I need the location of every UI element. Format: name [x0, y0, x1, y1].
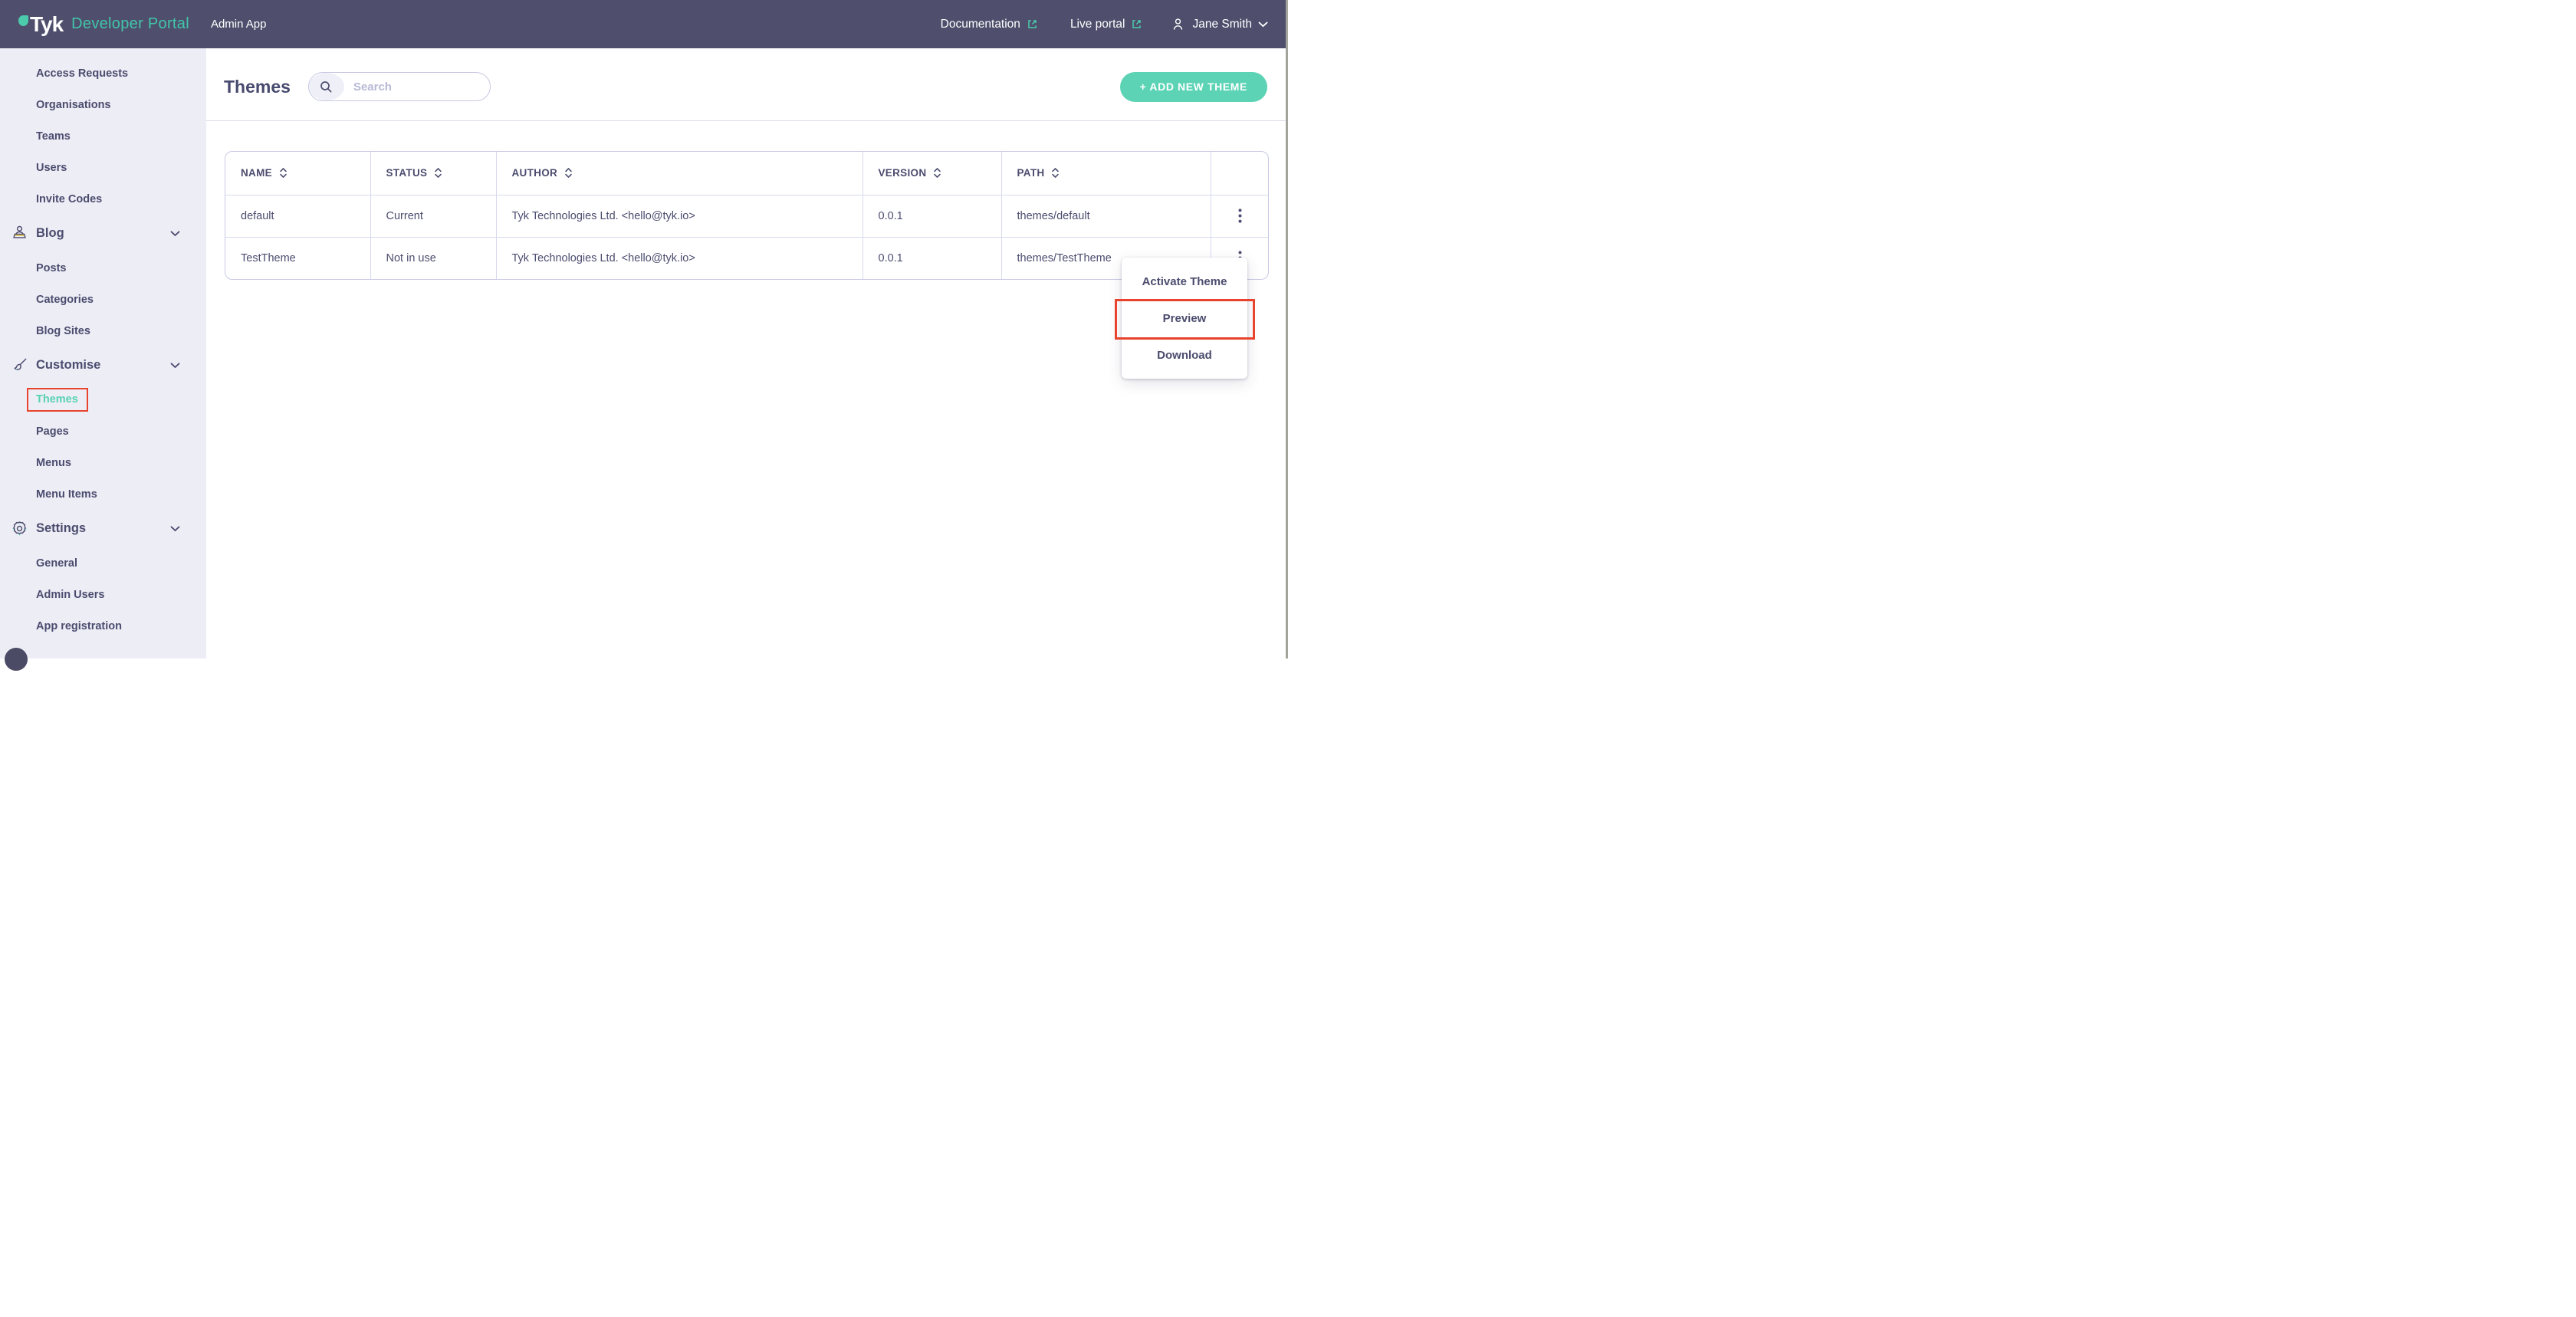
sidebar-item-general[interactable]: General: [36, 557, 77, 570]
column-header-name[interactable]: NAME: [225, 152, 371, 195]
sidebar-item-organisations[interactable]: Organisations: [36, 98, 111, 111]
sidebar-section-customise[interactable]: Customise: [0, 346, 206, 384]
cell-status: Current: [370, 195, 497, 238]
paintbrush-icon: [10, 356, 28, 374]
sidebar-item-menus[interactable]: Menus: [36, 456, 71, 469]
search-icon: [308, 73, 344, 100]
themes-table: NAME STATUS AUTHOR: [225, 151, 1269, 280]
scrollbar[interactable]: [1286, 0, 1288, 658]
sidebar-item-invite-codes[interactable]: Invite Codes: [36, 192, 103, 205]
brand-name: Tyk: [30, 11, 64, 36]
add-new-theme-button[interactable]: + ADD NEW THEME: [1119, 71, 1267, 102]
menu-item-activate-theme[interactable]: Activate Theme: [1142, 274, 1227, 288]
topbar-right: Documentation Live portal: [941, 16, 1268, 32]
column-header-actions: [1211, 152, 1268, 195]
sidebar-item-pages[interactable]: Pages: [36, 425, 69, 438]
sort-icon[interactable]: [279, 167, 288, 179]
product-name: Developer Portal: [71, 15, 189, 32]
tyk-logo: Tyk Developer Portal: [18, 11, 189, 36]
cell-author: Tyk Technologies Ltd. <hello@tyk.io>: [496, 195, 863, 238]
sidebar-item-menu-items[interactable]: Menu Items: [36, 488, 97, 501]
blogger-icon: [10, 225, 28, 242]
documentation-label: Documentation: [940, 17, 1020, 31]
column-header-version[interactable]: VERSION: [863, 152, 1002, 195]
admin-app-label: Admin App: [210, 18, 267, 31]
annotation-box-themes: Themes: [27, 387, 88, 412]
cell-name: TestTheme: [225, 237, 371, 279]
documentation-link[interactable]: Documentation: [941, 18, 1038, 31]
gear-icon: [10, 520, 28, 537]
sort-icon[interactable]: [564, 167, 573, 179]
user-menu[interactable]: Jane Smith: [1170, 16, 1268, 32]
user-name: Jane Smith: [1192, 17, 1252, 31]
cell-version: 0.0.1: [863, 237, 1002, 279]
page-header: Themes + ADD NEW THEME: [206, 48, 1288, 121]
kebab-menu-icon[interactable]: [1230, 204, 1250, 228]
table-row: default Current Tyk Technologies Ltd. <h…: [225, 195, 1268, 238]
table-header-row: NAME STATUS AUTHOR: [225, 152, 1268, 195]
sort-icon[interactable]: [933, 167, 941, 179]
sidebar-item-access-requests[interactable]: Access Requests: [36, 67, 129, 80]
chevron-down-icon[interactable]: [170, 525, 180, 532]
tyk-leaf-icon: [18, 15, 28, 26]
column-header-path[interactable]: PATH: [1001, 152, 1211, 195]
sidebar-item-admin-users[interactable]: Admin Users: [36, 588, 105, 601]
search-box: [307, 72, 491, 101]
search-input[interactable]: [343, 80, 490, 94]
sidebar-item-posts[interactable]: Posts: [36, 261, 67, 274]
cell-status: Not in use: [370, 237, 497, 279]
sidebar-item-teams[interactable]: Teams: [36, 130, 71, 143]
app-window: Tyk Developer Portal Admin App Documenta…: [0, 0, 1288, 658]
sidebar: Access Requests Organisations Teams User…: [0, 48, 206, 658]
cell-author: Tyk Technologies Ltd. <hello@tyk.io>: [496, 237, 863, 279]
column-header-author[interactable]: AUTHOR: [496, 152, 863, 195]
main-content: Themes + ADD NEW THEME: [206, 48, 1288, 658]
sidebar-item-themes[interactable]: Themes: [0, 384, 206, 415]
table-row: TestTheme Not in use Tyk Technologies Lt…: [225, 237, 1268, 279]
external-link-icon: [1131, 18, 1142, 30]
topbar: Tyk Developer Portal Admin App Documenta…: [0, 0, 1288, 48]
chevron-down-icon[interactable]: [170, 230, 180, 237]
sort-icon[interactable]: [434, 167, 442, 179]
live-portal-link[interactable]: Live portal: [1070, 18, 1143, 31]
cell-path: themes/default: [1001, 195, 1211, 238]
sidebar-section-settings[interactable]: Settings: [0, 510, 206, 547]
sidebar-item-app-registration[interactable]: App registration: [36, 619, 122, 632]
corner-widget: [5, 648, 28, 671]
chevron-down-icon: [1258, 21, 1268, 28]
sidebar-nav: Access Requests Organisations Teams User…: [0, 48, 206, 642]
cell-name: default: [225, 195, 371, 238]
sidebar-section-blog[interactable]: Blog: [0, 215, 206, 252]
sidebar-item-blog-sites[interactable]: Blog Sites: [36, 324, 90, 337]
chevron-down-icon[interactable]: [170, 362, 180, 369]
menu-item-preview[interactable]: Preview: [1162, 311, 1207, 325]
external-link-icon: [1027, 18, 1038, 30]
sort-icon[interactable]: [1051, 167, 1060, 179]
cell-version: 0.0.1: [863, 195, 1002, 238]
page-title: Themes: [224, 76, 291, 97]
theme-actions-menu: Activate Theme Preview Download: [1122, 258, 1247, 379]
sidebar-item-users[interactable]: Users: [36, 161, 67, 174]
column-header-status[interactable]: STATUS: [370, 152, 497, 195]
sidebar-item-categories[interactable]: Categories: [36, 293, 94, 306]
user-icon: [1170, 16, 1186, 32]
menu-item-download[interactable]: Download: [1157, 348, 1212, 362]
live-portal-label: Live portal: [1070, 17, 1125, 31]
